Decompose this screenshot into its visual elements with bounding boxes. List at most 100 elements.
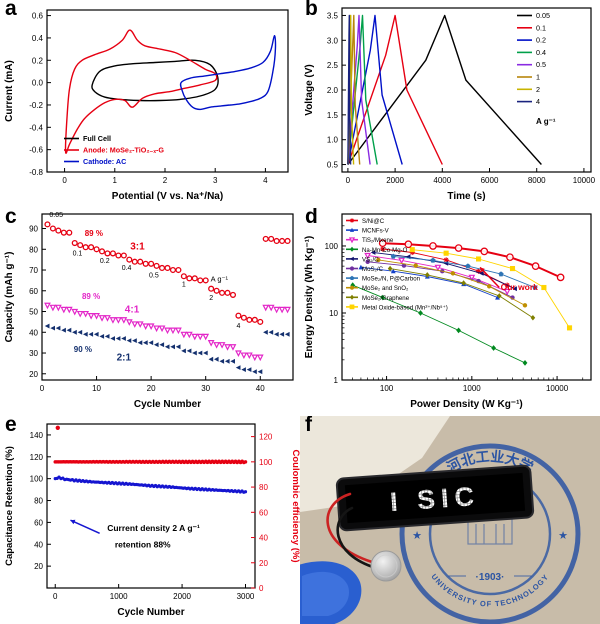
annotation: 89 % bbox=[82, 292, 100, 301]
x-axis-title: Time (s) bbox=[447, 191, 485, 202]
svg-text:40: 40 bbox=[256, 384, 265, 393]
svg-text:2: 2 bbox=[536, 85, 540, 94]
series-capacitance-retention bbox=[53, 475, 248, 494]
series-mose-n-p-carbon bbox=[390, 253, 538, 290]
svg-text:Na-Mn-Co-Mg-O: Na-Mn-Co-Mg-O bbox=[362, 247, 408, 254]
svg-text:MoSe₂ and SnO₂: MoSe₂ and SnO₂ bbox=[362, 285, 409, 292]
series-0-5 bbox=[347, 14, 371, 165]
red-wire bbox=[326, 492, 374, 564]
svg-text:MCNFs-V: MCNFs-V bbox=[362, 228, 390, 235]
svg-text:80: 80 bbox=[29, 245, 38, 254]
svg-text:3000: 3000 bbox=[237, 592, 255, 601]
cycling-chart-svg: 0 1000 2000 3000 20 40 60 80 100 120 140 0 20 40 60 80 1… bbox=[4, 423, 300, 618]
annotation: retention 88% bbox=[115, 540, 171, 550]
annotation: 4 bbox=[236, 323, 240, 330]
y-axis-title: Voltage (V) bbox=[304, 64, 315, 115]
svg-text:0.4: 0.4 bbox=[32, 34, 44, 43]
legend: 0.05 0.1 0.2 0.4 0.5 1 2 4 bbox=[517, 11, 550, 106]
svg-text:2000: 2000 bbox=[173, 592, 191, 601]
svg-text:Metal Oxide-based (Mn²⁺/Nb⁵⁺): Metal Oxide-based (Mn²⁺/Nb⁵⁺) bbox=[362, 304, 448, 311]
svg-text:20: 20 bbox=[29, 370, 38, 379]
svg-text:80: 80 bbox=[34, 497, 43, 506]
svg-text:4000: 4000 bbox=[433, 176, 451, 185]
svg-text:40: 40 bbox=[259, 534, 268, 543]
svg-text:MoS₂/C: MoS₂/C bbox=[362, 266, 384, 273]
svg-text:0.4: 0.4 bbox=[536, 48, 546, 57]
svg-text:TiS₂/Mxene: TiS₂/Mxene bbox=[362, 237, 394, 244]
svg-text:3: 3 bbox=[213, 176, 218, 185]
panel-letter-e: e bbox=[5, 416, 17, 436]
annotation: 3:1 bbox=[130, 241, 145, 252]
panel-letter-c: c bbox=[5, 208, 17, 228]
y-axis: 1 10 100 bbox=[325, 225, 346, 385]
svg-text:-0.4: -0.4 bbox=[29, 123, 43, 132]
chart-c: 0 10 20 30 40 20 30 40 50 60 70 80 90 Cycle Number Cap… bbox=[4, 212, 294, 410]
chart-b: 0 2000 4000 6000 8000 10000 0.5 1.0 1.5 2.0 2.5 3.0… bbox=[304, 7, 596, 202]
y-axis: -0.8 -0.6 -0.4 -0.2 0.0 0.2 0.4 0.6 bbox=[29, 12, 51, 177]
plot-frame bbox=[46, 9, 289, 173]
x-axis-title: Cycle Number bbox=[134, 399, 201, 410]
series-3-1 bbox=[44, 221, 291, 325]
panel-b: b 0 2000 4000 6000 8000 10000 0.5 1.0 1.5 2.0 2.5 3… bbox=[300, 0, 600, 208]
y-axis-title: Current (mA) bbox=[4, 60, 15, 122]
svg-text:1000: 1000 bbox=[463, 384, 481, 393]
device-photo: ★ ★ 河北工业大学 UNIVERSITY OF TECHNOLOGY bbox=[300, 416, 600, 624]
svg-text:3.5: 3.5 bbox=[327, 11, 339, 20]
annotation: 4:1 bbox=[125, 305, 140, 316]
annotation: 0.1 bbox=[73, 251, 83, 258]
x-axis-title: Power Density (W Kg⁻¹) bbox=[410, 399, 523, 410]
y2-axis-title: Coulombic efficiency (%) bbox=[290, 450, 300, 563]
svg-text:8000: 8000 bbox=[528, 176, 546, 185]
series-vs-c bbox=[370, 250, 517, 292]
legend: Full Cell Anode: MoSe₂-TiO₂₋ₓ-G Cathode: A… bbox=[64, 134, 164, 166]
chart-a: 0 1 2 3 4 -0.8 -0.6 -0.4 -0.2 0.0 0.2 0.4 0.6 Potenti… bbox=[4, 9, 289, 202]
svg-text:-0.8: -0.8 bbox=[29, 168, 43, 177]
y-axis-title: Capacity (mAh g⁻¹) bbox=[4, 252, 15, 343]
svg-text:0: 0 bbox=[62, 176, 67, 185]
svg-text:50: 50 bbox=[29, 308, 38, 317]
led-display: I SIC bbox=[335, 464, 535, 532]
unit-label: A g⁻¹ bbox=[536, 117, 556, 126]
svg-text:1000: 1000 bbox=[110, 592, 128, 601]
x-axis: 0 10 20 30 40 bbox=[40, 376, 265, 393]
svg-text:40: 40 bbox=[34, 540, 43, 549]
svg-text:20: 20 bbox=[147, 384, 156, 393]
blue-glove bbox=[300, 561, 362, 624]
svg-text:80: 80 bbox=[259, 483, 268, 492]
svg-text:70: 70 bbox=[29, 266, 38, 275]
svg-text:1: 1 bbox=[113, 176, 118, 185]
chart-e: 0 1000 2000 3000 20 40 60 80 100 120 140 0 20 40 60 80 1… bbox=[4, 423, 300, 618]
series-mose-and-sno bbox=[376, 257, 528, 308]
annotation: 2:1 bbox=[117, 352, 132, 363]
annotation: 1 bbox=[182, 282, 186, 289]
series-0-2 bbox=[347, 14, 403, 165]
svg-text:140: 140 bbox=[30, 431, 44, 440]
svg-text:0: 0 bbox=[346, 176, 351, 185]
svg-text:120: 120 bbox=[259, 433, 273, 442]
y-axis-title: Energy Density (Wh Kg⁻¹) bbox=[304, 236, 315, 359]
x-axis: 100 1000 10000 bbox=[352, 376, 584, 393]
annotation: 90 % bbox=[74, 345, 92, 354]
series-0-4 bbox=[347, 14, 378, 165]
x-axis-title: Cycle Number bbox=[117, 607, 184, 618]
plot-frame bbox=[341, 7, 592, 173]
svg-text:10000: 10000 bbox=[546, 384, 569, 393]
x-axis: 0 1000 2000 3000 bbox=[53, 584, 255, 601]
black-wire bbox=[336, 506, 378, 570]
svg-text:0.05: 0.05 bbox=[536, 11, 550, 20]
annotation: 0.5 bbox=[149, 272, 159, 279]
svg-text:Full Cell: Full Cell bbox=[83, 134, 111, 143]
panel-c: c 0 10 20 30 40 20 30 40 50 60 70 80 90 Cycle Number C… bbox=[0, 208, 300, 416]
svg-text:2.5: 2.5 bbox=[327, 61, 339, 70]
svg-text:1.5: 1.5 bbox=[327, 111, 339, 120]
arrow bbox=[70, 519, 100, 535]
annotation: 0.4 bbox=[122, 265, 132, 272]
panel-letter-b: b bbox=[305, 0, 318, 20]
series-0-1 bbox=[347, 14, 443, 165]
svg-text:1.0: 1.0 bbox=[327, 136, 339, 145]
svg-text:-0.2: -0.2 bbox=[29, 101, 43, 110]
svg-text:4: 4 bbox=[536, 97, 540, 106]
svg-text:Anode: MoSe₂-TiO₂₋ₓ-G: Anode: MoSe₂-TiO₂₋ₓ-G bbox=[83, 146, 164, 155]
panel-d: d 100 1000 10000 1 10 100 Power Density (W Kg⁻… bbox=[300, 208, 600, 416]
